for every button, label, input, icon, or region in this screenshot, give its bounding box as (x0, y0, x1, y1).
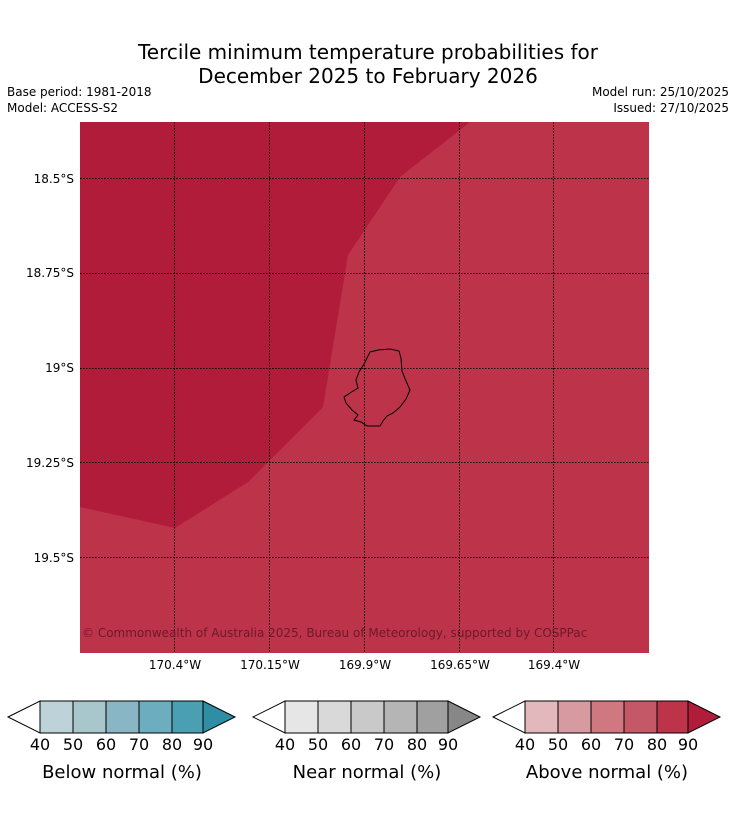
meta-left: Base period: 1981-2018 Model: ACCESS-S2 (7, 84, 152, 116)
tick-label: 70 (373, 735, 395, 754)
lon-label-170-4: 170.4°W (148, 658, 202, 672)
map-panel[interactable] (80, 122, 649, 653)
lon-label-170-15: 170.15°W (240, 658, 300, 672)
lon-label-169-9: 169.9°W (338, 658, 392, 672)
colorbar-swatch (285, 701, 318, 733)
colorbar-extend-low (491, 700, 526, 734)
lon-label-169-65: 169.65°W (430, 658, 490, 672)
tick-label: 80 (406, 735, 428, 754)
title-line-2: December 2025 to February 2026 (198, 64, 538, 88)
meta-right: Model run: 25/10/2025 Issued: 27/10/2025 (592, 84, 729, 116)
latitude-gridlines (80, 178, 649, 558)
lon-label-169-4: 169.4°W (527, 658, 581, 672)
colorbar-swatch (558, 701, 591, 733)
colorbar-swatch (591, 701, 624, 733)
colorbar-extend-high (447, 700, 482, 734)
colorbar-swatch (172, 701, 203, 733)
lat-label-18-5: 18.5°S (33, 172, 74, 186)
longitude-gridlines (174, 122, 554, 653)
colorbar-swatch (657, 701, 688, 733)
tick-label: 90 (677, 735, 699, 754)
colorbar-swatch (525, 701, 558, 733)
tick-label: 60 (95, 735, 117, 754)
lat-label-19-5: 19.5°S (33, 551, 74, 565)
lat-label-19: 19°S (45, 361, 74, 375)
colorbar-extend-high (202, 700, 237, 734)
colorbar-label-below: Below normal (%) (42, 762, 202, 783)
colorbar-above-normal (491, 700, 722, 734)
tick-label: 90 (437, 735, 459, 754)
colorbar-swatch (139, 701, 172, 733)
colorbar-swatch (417, 701, 448, 733)
tick-label: 50 (547, 735, 569, 754)
colorbar-extend-low (251, 700, 286, 734)
issued-date: Issued: 27/10/2025 (613, 101, 729, 115)
lat-label-19-25: 19.25°S (26, 456, 74, 470)
tick-label: 90 (192, 735, 214, 754)
colorbar-label-near: Near normal (%) (292, 762, 442, 783)
colorbar-swatch (351, 701, 384, 733)
colorbar-label-above: Above normal (%) (525, 762, 689, 783)
colorbar-extend-low (6, 700, 41, 734)
lat-label-18-75: 18.75°S (26, 266, 74, 280)
colorbar-swatch (40, 701, 73, 733)
tick-label: 40 (29, 735, 51, 754)
tick-label: 60 (340, 735, 362, 754)
tick-label: 50 (62, 735, 84, 754)
tick-label: 70 (613, 735, 635, 754)
tick-label: 60 (580, 735, 602, 754)
map-title: Tercile minimum temperature probabilitie… (0, 40, 736, 88)
tick-label: 40 (514, 735, 536, 754)
tick-label: 40 (274, 735, 296, 754)
colorbar-swatch (624, 701, 657, 733)
tick-label: 50 (307, 735, 329, 754)
region-above-normal-90-plus (80, 122, 470, 528)
colorbar-swatch (106, 701, 139, 733)
base-period: Base period: 1981-2018 (7, 85, 152, 99)
model-name: Model: ACCESS-S2 (7, 101, 119, 115)
colorbar-near-normal (251, 700, 482, 734)
tick-label: 80 (646, 735, 668, 754)
colorbar-below-normal (6, 700, 237, 734)
colorbar-swatch (318, 701, 351, 733)
map-canvas (80, 122, 649, 653)
colorbar-swatch (73, 701, 106, 733)
tick-label: 80 (161, 735, 183, 754)
island-coastline (343, 348, 411, 427)
tick-label: 70 (128, 735, 150, 754)
model-run: Model run: 25/10/2025 (591, 85, 729, 99)
colorbar-extend-high (687, 700, 722, 734)
copyright-notice: © Commonwealth of Australia 2025, Bureau… (82, 626, 588, 640)
title-line-1: Tercile minimum temperature probabilitie… (137, 40, 599, 64)
colorbar-swatch (384, 701, 417, 733)
